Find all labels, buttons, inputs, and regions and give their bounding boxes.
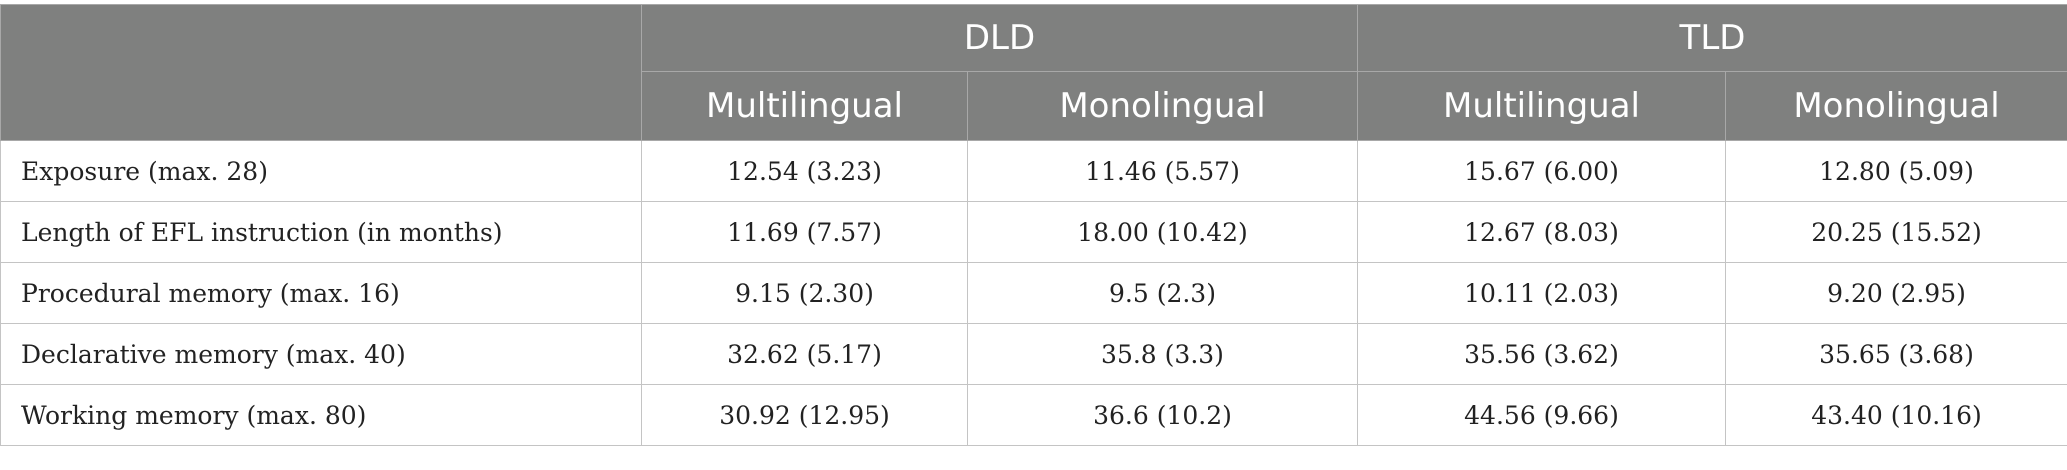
table-cell: 12.67 (8.03)	[1358, 202, 1726, 263]
table-header: DLD TLD Multilingual Monolingual Multili…	[1, 5, 2067, 141]
row-label: Declarative memory (max. 40)	[1, 324, 642, 385]
header-row-groups: DLD TLD	[1, 5, 2067, 72]
header-group-tld: TLD	[1358, 5, 2067, 72]
header-dld-monolingual: Monolingual	[968, 72, 1358, 141]
table-cell: 15.67 (6.00)	[1358, 141, 1726, 202]
table-row: Procedural memory (max. 16) 9.15 (2.30) …	[1, 263, 2067, 324]
table-row: Working memory (max. 80) 30.92 (12.95) 3…	[1, 385, 2067, 446]
table-cell: 11.46 (5.57)	[968, 141, 1358, 202]
table-row: Declarative memory (max. 40) 32.62 (5.17…	[1, 324, 2067, 385]
table-row: Exposure (max. 28) 12.54 (3.23) 11.46 (5…	[1, 141, 2067, 202]
table-cell: 9.15 (2.30)	[642, 263, 968, 324]
row-label: Length of EFL instruction (in months)	[1, 202, 642, 263]
table-cell: 20.25 (15.52)	[1726, 202, 2067, 263]
table-body: Exposure (max. 28) 12.54 (3.23) 11.46 (5…	[1, 141, 2067, 446]
table-cell: 35.56 (3.62)	[1358, 324, 1726, 385]
header-group-dld: DLD	[642, 5, 1358, 72]
table-cell: 43.40 (10.16)	[1726, 385, 2067, 446]
table-cell: 30.92 (12.95)	[642, 385, 968, 446]
header-tld-multilingual: Multilingual	[1358, 72, 1726, 141]
table-cell: 44.56 (9.66)	[1358, 385, 1726, 446]
table-row: Length of EFL instruction (in months) 11…	[1, 202, 2067, 263]
header-tld-monolingual: Monolingual	[1726, 72, 2067, 141]
table-cell: 11.69 (7.57)	[642, 202, 968, 263]
table-cell: 12.54 (3.23)	[642, 141, 968, 202]
row-label: Exposure (max. 28)	[1, 141, 642, 202]
data-table: DLD TLD Multilingual Monolingual Multili…	[0, 4, 2067, 446]
row-label: Working memory (max. 80)	[1, 385, 642, 446]
row-label: Procedural memory (max. 16)	[1, 263, 642, 324]
table-cell: 36.6 (10.2)	[968, 385, 1358, 446]
table-cell: 9.5 (2.3)	[968, 263, 1358, 324]
table-cell: 9.20 (2.95)	[1726, 263, 2067, 324]
header-corner-cell	[1, 5, 642, 141]
header-dld-multilingual: Multilingual	[642, 72, 968, 141]
table-cell: 35.65 (3.68)	[1726, 324, 2067, 385]
table-cell: 12.80 (5.09)	[1726, 141, 2067, 202]
table-cell: 10.11 (2.03)	[1358, 263, 1726, 324]
table-cell: 32.62 (5.17)	[642, 324, 968, 385]
table-cell: 18.00 (10.42)	[968, 202, 1358, 263]
table-cell: 35.8 (3.3)	[968, 324, 1358, 385]
